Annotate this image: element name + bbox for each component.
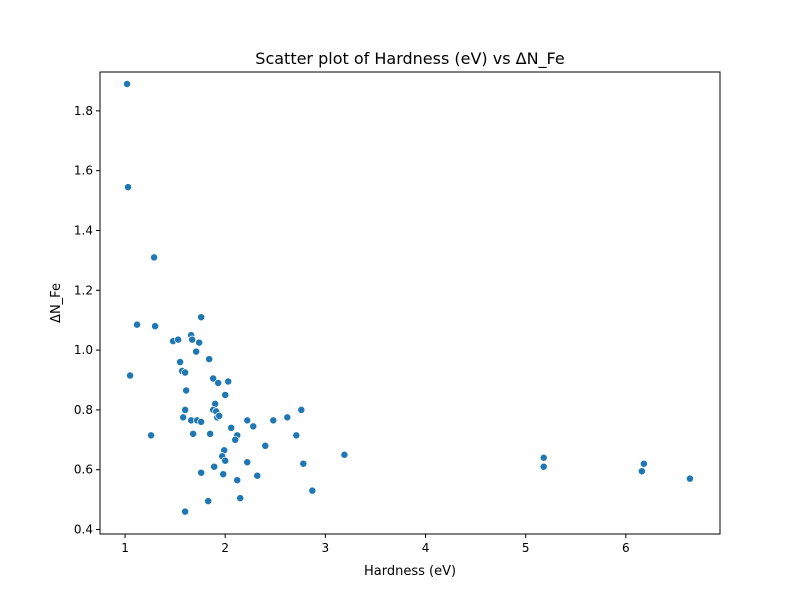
data-points xyxy=(123,80,694,516)
y-tick-label: 0.6 xyxy=(74,463,93,477)
data-point xyxy=(639,459,648,468)
y-tick-label: 1.6 xyxy=(74,164,93,178)
data-point xyxy=(308,486,317,495)
data-point xyxy=(181,405,190,414)
data-point xyxy=(243,416,252,425)
data-point xyxy=(221,391,230,399)
data-point xyxy=(231,435,240,444)
data-point xyxy=(206,429,215,438)
data-point xyxy=(133,320,142,329)
data-point xyxy=(181,368,190,377)
data-point xyxy=(181,507,190,516)
data-point xyxy=(204,497,213,506)
data-point xyxy=(147,431,156,440)
data-point xyxy=(539,462,548,471)
data-point xyxy=(195,338,204,347)
data-point xyxy=(182,386,191,395)
data-point xyxy=(151,322,160,331)
data-point xyxy=(261,441,270,450)
data-point xyxy=(174,335,183,344)
data-point xyxy=(126,371,134,380)
y-tick-label: 1.2 xyxy=(74,283,93,297)
data-point xyxy=(297,405,306,414)
data-point xyxy=(243,458,252,467)
data-point xyxy=(176,358,185,367)
y-tick-label: 1.4 xyxy=(74,223,93,237)
data-point xyxy=(219,470,228,479)
data-point xyxy=(224,377,233,386)
data-point xyxy=(124,183,132,192)
x-tick-label: 6 xyxy=(622,541,630,555)
data-point xyxy=(210,462,219,471)
data-point xyxy=(637,467,646,476)
data-point xyxy=(233,476,242,485)
y-axis-label: ΔN_Fe xyxy=(49,283,64,323)
data-point xyxy=(249,422,258,431)
y-tick-label: 0.8 xyxy=(74,403,93,417)
x-tick-label: 2 xyxy=(221,541,229,555)
data-point xyxy=(340,450,349,459)
x-tick-label: 5 xyxy=(522,541,530,555)
chart-title: Scatter plot of Hardness (eV) vs ΔN_Fe xyxy=(255,49,564,69)
data-point xyxy=(227,423,236,432)
x-tick-label: 3 xyxy=(322,541,330,555)
x-tick-label: 1 xyxy=(121,541,129,555)
y-axis-ticks: 0.4 0.6 0.8 1.0 1.2 1.4 1.6 1.8 xyxy=(74,104,100,537)
data-point xyxy=(215,411,224,420)
x-axis-ticks: 1 2 3 4 5 6 xyxy=(121,534,630,555)
data-point xyxy=(150,253,159,262)
data-point xyxy=(221,456,230,465)
data-point xyxy=(236,494,245,503)
data-point xyxy=(179,413,188,422)
plot-area xyxy=(99,71,721,535)
data-point xyxy=(283,413,292,422)
data-point xyxy=(214,379,223,387)
data-point xyxy=(686,474,694,483)
data-point xyxy=(209,374,218,383)
data-point xyxy=(197,417,206,426)
x-axis-label: Hardness (eV) xyxy=(364,564,456,579)
y-tick-label: 1.8 xyxy=(74,104,93,118)
y-tick-label: 1.0 xyxy=(74,343,93,357)
data-point xyxy=(253,471,262,480)
data-point xyxy=(189,429,198,438)
data-point xyxy=(299,459,308,468)
data-point xyxy=(197,313,206,322)
data-point xyxy=(539,453,548,462)
data-point xyxy=(188,335,197,344)
data-point xyxy=(205,355,214,364)
data-point xyxy=(269,416,278,425)
data-point xyxy=(192,347,201,356)
y-tick-label: 0.4 xyxy=(74,523,93,537)
x-tick-label: 4 xyxy=(422,541,430,555)
data-point xyxy=(197,468,206,477)
data-point xyxy=(292,431,301,440)
data-point xyxy=(123,80,131,88)
